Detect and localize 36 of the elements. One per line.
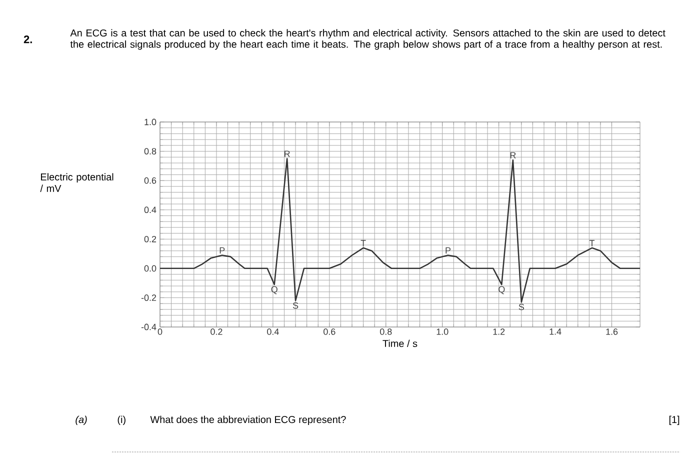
text: 2. <box>24 36 32 44</box>
annotation: P <box>446 247 451 254</box>
y-tick-label: 0.4 <box>144 206 156 214</box>
x-tick-label: 0 <box>158 328 162 335</box>
y-tick-label: -0.2 <box>141 294 156 301</box>
annotation: T <box>360 240 366 246</box>
annotation: S <box>518 304 524 310</box>
x-tick-label: 0.8 <box>380 328 392 335</box>
text: [1] <box>669 416 680 426</box>
annotation: S <box>292 302 298 309</box>
x-tick-label: 1.6 <box>606 328 618 335</box>
annotation: R <box>510 152 516 158</box>
y-tick-label: 1.0 <box>144 118 156 126</box>
annotation: Q <box>271 286 278 294</box>
x-tick-label: 0.4 <box>267 328 279 335</box>
x-tick-label: 0.6 <box>324 328 336 335</box>
x-axis-title: Time / s <box>382 340 418 348</box>
y-tick-label: 0.8 <box>144 148 156 154</box>
x-tick-label: 0.2 <box>210 328 222 335</box>
text: (i) <box>118 416 126 426</box>
y-tick-label: 0.0 <box>144 265 156 272</box>
text: What does the abbreviation ECG represent? <box>150 416 346 426</box>
line-series <box>159 158 641 303</box>
text: An ECG is a test that can be used to check the heart's rhythm and electrical activity. Sensors attached to the skin are used to detect the electrical signals produced by the heart each time it beats. The graph below shows part of a trace from a healthy person at rest. <box>70 29 666 50</box>
x-tick-label: 1.0 <box>436 328 448 335</box>
y-tick-label: 0.2 <box>144 236 156 242</box>
y-tick-label: -0.4 <box>141 324 156 330</box>
y-axis-title: Electric potential / mV <box>40 173 114 192</box>
y-tick-label: 0.6 <box>144 177 156 184</box>
text: (a) <box>76 416 87 426</box>
annotation: R <box>284 150 290 157</box>
annotation: P <box>220 247 225 254</box>
x-tick-label: 1.4 <box>550 328 562 335</box>
x-tick-label: 1.2 <box>493 328 505 335</box>
annotation: Q <box>498 286 505 294</box>
annotation: T <box>589 240 595 246</box>
